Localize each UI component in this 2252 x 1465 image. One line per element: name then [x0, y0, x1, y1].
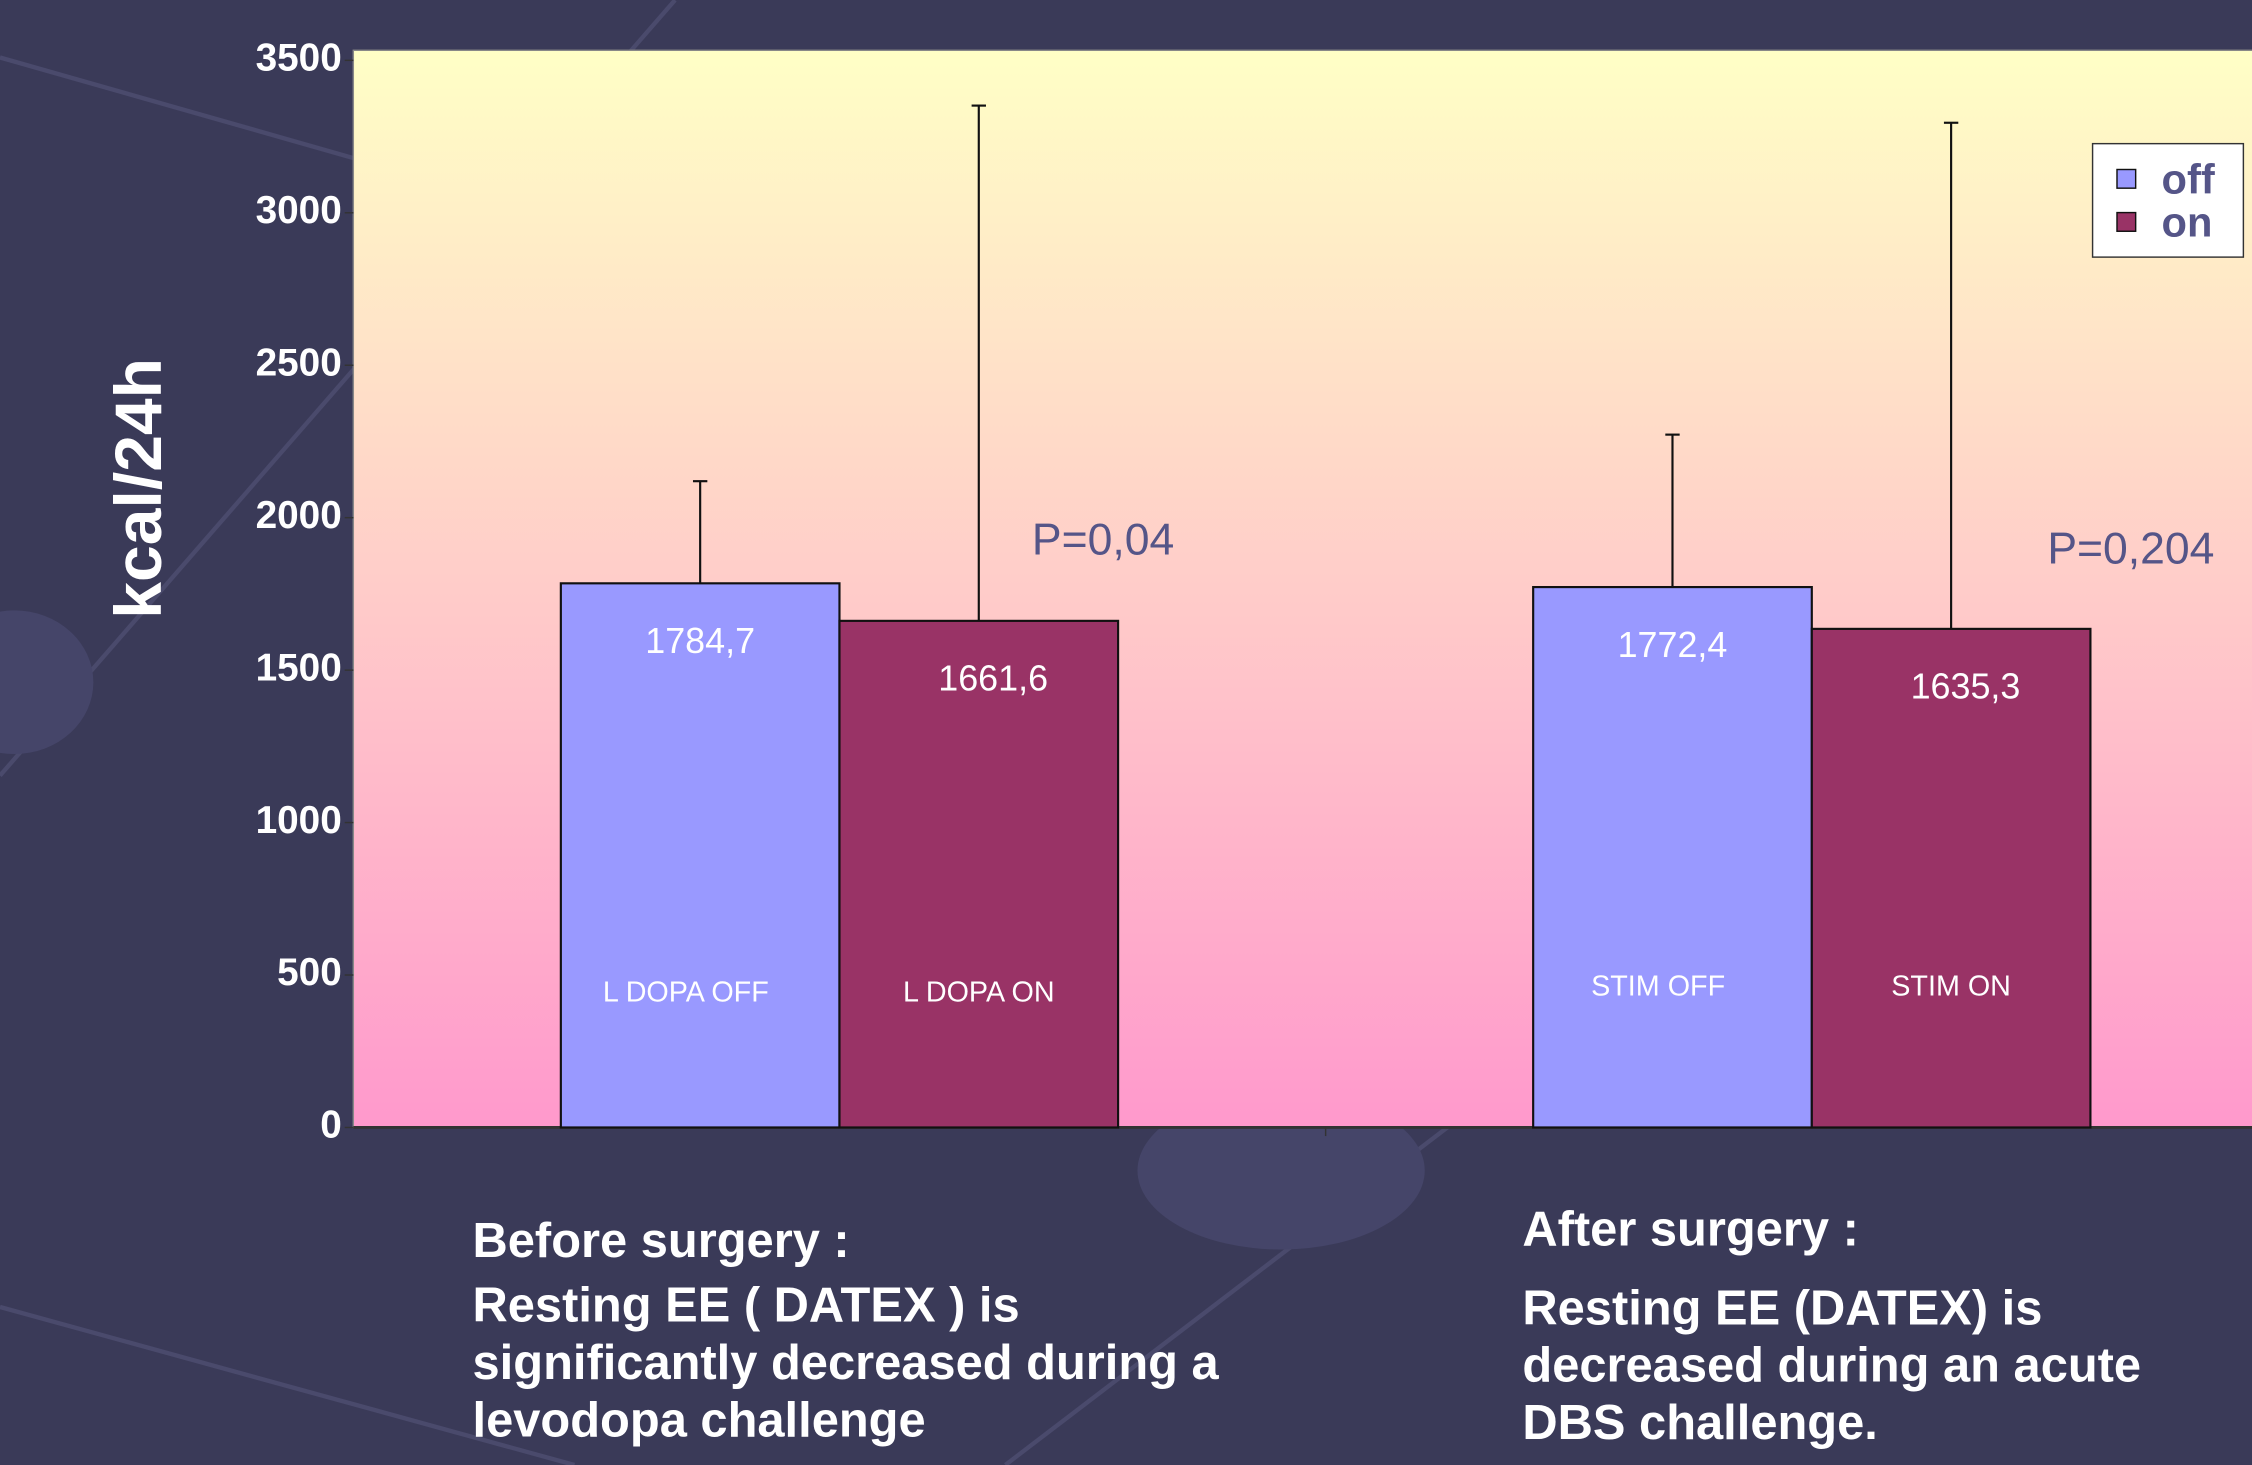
- legend-box: [2091, 142, 2245, 258]
- y-tick-label: 2000: [256, 494, 342, 537]
- bar-label: L DOPA OFF: [603, 976, 769, 1008]
- y-tick-label: 3000: [256, 189, 342, 232]
- bar: [1532, 585, 1813, 1129]
- y-tick-label: 1000: [256, 799, 342, 842]
- group-note-line: significantly decreased during a: [473, 1336, 1220, 1390]
- y-tick-label: 0: [320, 1104, 342, 1147]
- group-note-line: Resting EE (DATEX) is: [1522, 1281, 2042, 1335]
- legend-swatch: [2116, 168, 2137, 189]
- bar-label: STIM ON: [1891, 971, 2011, 1003]
- legend-label: on: [2162, 199, 2213, 246]
- bar: [838, 619, 1120, 1129]
- bar-label: STIM OFF: [1591, 971, 1725, 1003]
- decoration: [0, 0, 1797, 1465]
- legend-swatch: [2116, 211, 2137, 232]
- group-note: Before surgery : Resting EE ( DATEX ) is s…: [473, 1214, 1220, 1448]
- y-tick-label: 500: [277, 951, 342, 994]
- y-tick-label: 3500: [256, 37, 342, 80]
- group-note-line: DBS challenge.: [1522, 1396, 1877, 1450]
- value-label: 1772,4: [1618, 625, 1728, 665]
- value-label: 1784,7: [645, 621, 755, 661]
- bar-label: L DOPA ON: [903, 976, 1055, 1008]
- bar: [559, 582, 841, 1129]
- value-label: 1661,6: [938, 659, 1048, 699]
- group-note: After surgery : Resting EE (DATEX) is decr…: [1522, 1202, 2141, 1450]
- error-bar: [1943, 121, 1959, 629]
- legend-label: off: [2162, 155, 2215, 202]
- group-note-line: levodopa challenge: [473, 1393, 926, 1447]
- group-note-line: After surgery :: [1522, 1202, 1858, 1256]
- error-bar: [692, 480, 708, 584]
- group-note-line: Resting EE ( DATEX ) is: [473, 1278, 1020, 1332]
- error-bar: [971, 104, 986, 621]
- y-tick-label: 2500: [256, 341, 342, 384]
- group-note-line: Before surgery :: [473, 1214, 850, 1268]
- y-axis-label: kcal/24h: [101, 358, 175, 619]
- y-tick-label: 1500: [256, 646, 342, 689]
- group-note-line: decreased during an acute: [1522, 1339, 2141, 1393]
- value-label: 1635,3: [1911, 667, 2021, 707]
- annotation: P=0,04: [1032, 516, 1174, 565]
- bar: [1810, 627, 2092, 1129]
- annotation: P=0,204: [2047, 524, 2214, 573]
- error-bar: [1665, 433, 1680, 588]
